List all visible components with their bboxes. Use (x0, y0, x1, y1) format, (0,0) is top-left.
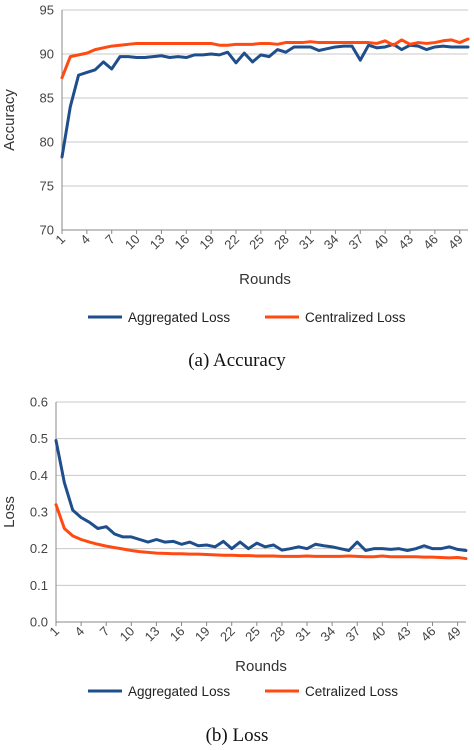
x-tick-label: 40 (370, 232, 391, 253)
x-tick-label: 31 (292, 624, 313, 645)
x-tick-label: 13 (147, 232, 168, 253)
x-tick-label: 25 (246, 232, 267, 253)
series-line-aggregated (54, 439, 468, 552)
x-axis-title: Rounds (235, 658, 287, 675)
loss-chart-caption: (b) Loss (205, 725, 269, 746)
series-line-aggregated (60, 42, 470, 159)
legend-label-centralized: Centralized Loss (305, 310, 406, 325)
x-tick-label: 31 (296, 232, 317, 253)
y-tick-label: 0.3 (30, 505, 48, 520)
y-tick-label: 0.0 (30, 615, 48, 630)
legend-label-aggregated: Aggregated Loss (128, 310, 230, 325)
series-line-centralized (60, 37, 470, 80)
x-tick-label: 7 (102, 232, 118, 248)
x-tick-label: 4 (72, 624, 88, 640)
y-axis-title: Loss (1, 496, 18, 528)
series-line-centralized (54, 503, 468, 561)
legend-label-centralized: Cetralized Loss (305, 684, 398, 699)
x-tick-label: 49 (443, 624, 464, 645)
y-tick-label: 0.5 (30, 431, 48, 446)
x-tick-label: 22 (221, 232, 242, 253)
x-tick-label: 46 (418, 624, 439, 645)
loss-chart: 0.0 0.1 0.2 0.3 0.4 0.5 0.6 1 4 7 10 13 16 19 22 25 28 31… (1, 395, 468, 699)
x-tick-label: 1 (46, 624, 62, 640)
x-tick-label: 16 (172, 232, 193, 253)
y-tick-label: 95 (40, 3, 54, 18)
x-tick-label: 7 (97, 624, 113, 640)
x-tick-label: 34 (317, 624, 338, 645)
x-tick-label: 43 (393, 624, 414, 645)
y-tick-label: 85 (40, 91, 54, 106)
x-tick-label: 28 (271, 232, 292, 253)
y-tick-label: 90 (40, 47, 54, 62)
x-axis-title: Rounds (239, 271, 291, 288)
x-tick-label: 40 (368, 624, 389, 645)
legend-label-aggregated: Aggregated Loss (128, 684, 230, 699)
accuracy-chart-caption: (a) Accuracy (188, 350, 286, 371)
x-tick-label: 10 (122, 232, 143, 253)
x-tick-label: 37 (346, 232, 367, 253)
x-tick-label: 28 (267, 624, 288, 645)
x-tick-label: 49 (445, 232, 466, 253)
y-tick-label: 0.2 (30, 541, 48, 556)
x-tick-label: 10 (117, 624, 138, 645)
x-tick-label: 46 (420, 232, 441, 253)
y-tick-label: 0.4 (30, 468, 48, 483)
y-tick-label: 0.1 (30, 578, 48, 593)
y-tick-label: 75 (40, 179, 54, 194)
y-tick-label: 80 (40, 135, 54, 150)
y-tick-label: 0.6 (30, 395, 48, 410)
x-tick-label: 19 (192, 624, 213, 645)
x-tick-label: 16 (167, 624, 188, 645)
x-tick-label: 34 (321, 232, 342, 253)
y-tick-label: 70 (40, 223, 54, 238)
x-tick-label: 37 (343, 624, 364, 645)
x-tick-label: 22 (217, 624, 238, 645)
x-tick-label: 13 (142, 624, 163, 645)
x-tick-label: 4 (77, 232, 93, 248)
x-tick-label: 25 (242, 624, 263, 645)
x-tick-label: 19 (196, 232, 217, 253)
x-tick-label: 1 (52, 232, 68, 248)
x-tick-label: 43 (395, 232, 416, 253)
y-axis-title: Accuracy (1, 89, 18, 151)
